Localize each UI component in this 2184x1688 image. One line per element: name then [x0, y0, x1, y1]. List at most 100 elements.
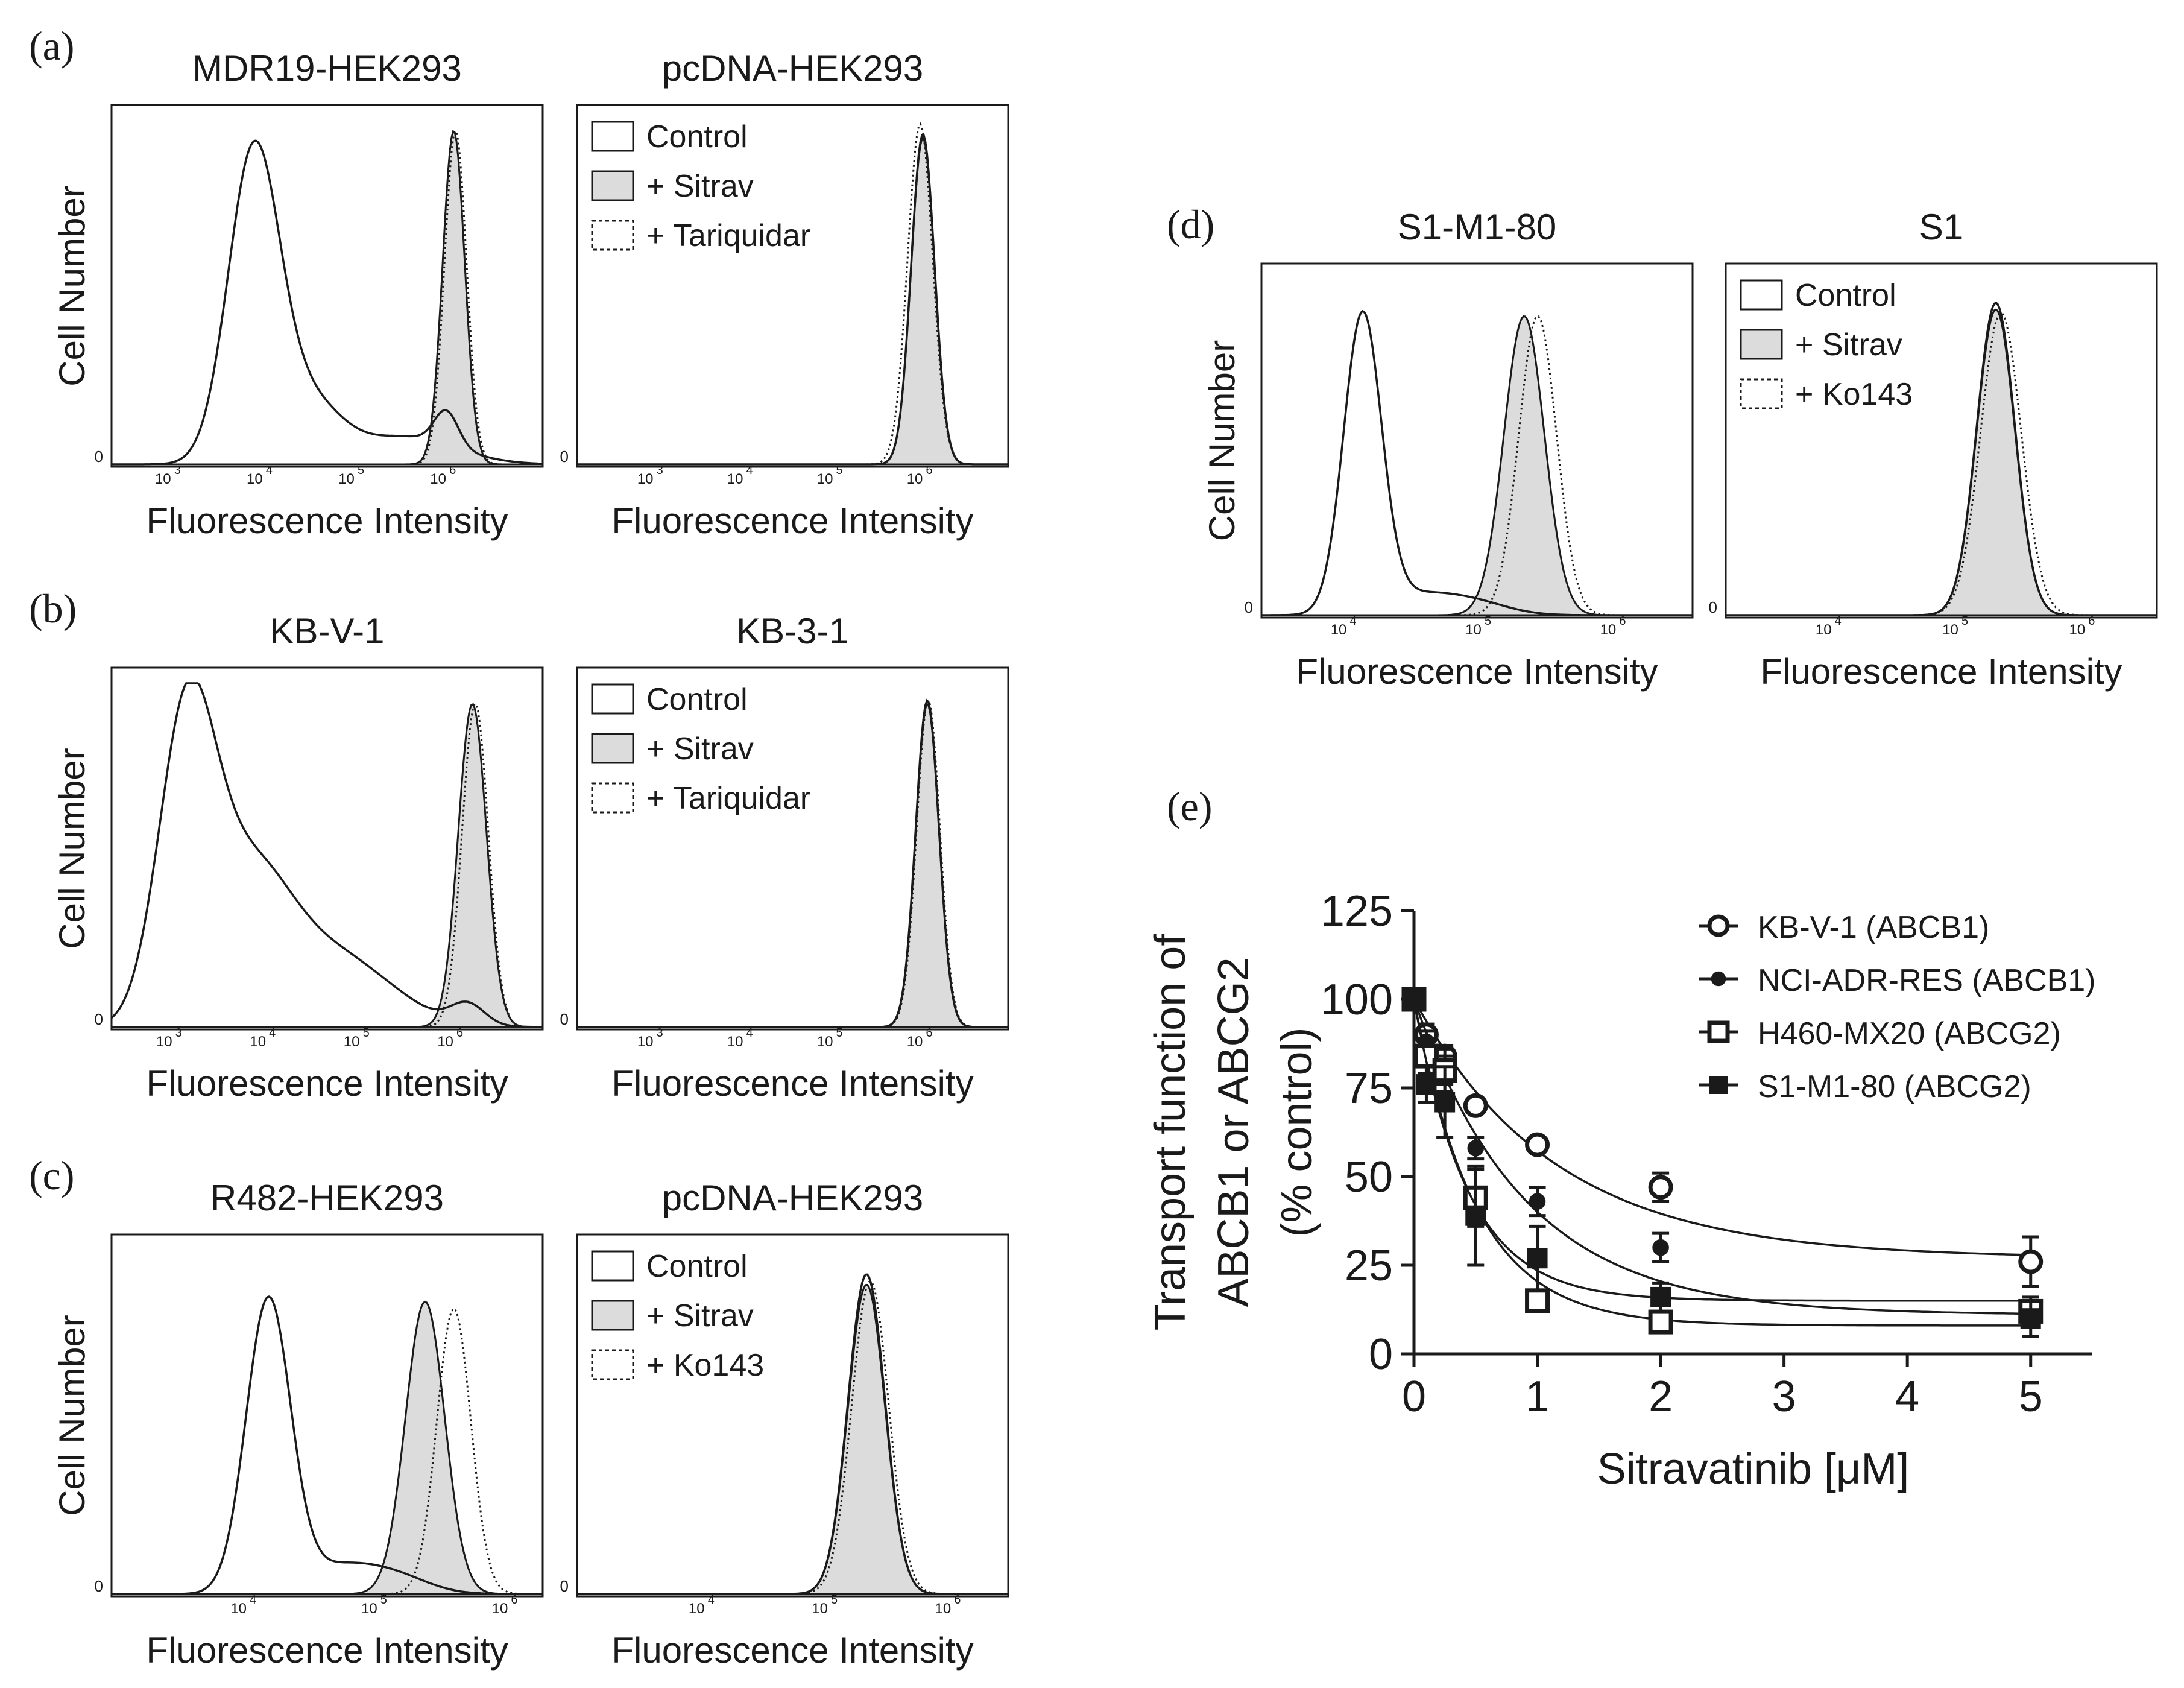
tick-exponent: 4 — [250, 1593, 256, 1607]
tick-exponent: 6 — [926, 1026, 932, 1040]
data-point — [1465, 1205, 1486, 1226]
fit-curve — [1413, 999, 2031, 1327]
tick-exponent: 4 — [746, 464, 753, 477]
series-s1-m1-80: S1-M1-80 (ABCG2) — [1404, 989, 2041, 1338]
panel-e-chart: (e) 0 25 50 75 100 125 0 1 2 3 4 5 Sitravatinib [μM] T… — [1146, 783, 2096, 1493]
panel-title: KB-V-1 — [270, 611, 384, 651]
plot-frame — [110, 666, 544, 1031]
panel-title: pcDNA-HEK293 — [662, 1178, 924, 1218]
fit-curve — [1413, 999, 2031, 1256]
legend-label: S1-M1-80 (ABCG2) — [1758, 1069, 2031, 1104]
tick-exponent: 5 — [836, 1026, 843, 1040]
tick-mantissa: 10 — [817, 471, 833, 487]
legend-label: + Sitrav — [1795, 327, 1902, 362]
x-tick-label: 4 — [1895, 1373, 1919, 1421]
histogram-curve-control — [577, 698, 1008, 1028]
legend-marker — [1707, 1020, 1730, 1043]
data-point — [1463, 1093, 1488, 1118]
x-tick-label: 2 — [1649, 1373, 1673, 1421]
tick-mantissa: 10 — [637, 471, 654, 487]
tick-mantissa: 10 — [812, 1601, 828, 1617]
histogram-curve-inhibitor — [112, 1307, 543, 1595]
legend-label: Control — [1795, 278, 1896, 313]
legend-swatch-control — [591, 121, 634, 152]
x-axis-label: Fluorescence Intensity — [611, 1630, 973, 1671]
histogram-d-left: S1-M1-80 0 Fluorescence Intensity Cell Numb… — [1202, 207, 1694, 692]
x-axis-label: Fluorescence Intensity — [611, 1063, 973, 1104]
legend-label: + Ko143 — [646, 1348, 764, 1383]
legend-label: + Tariquidar — [646, 218, 810, 253]
histogram-curve-control — [577, 134, 1008, 466]
y-axis-label: Cell Number — [52, 185, 92, 386]
tick-exponent: 3 — [174, 464, 181, 477]
tick-exponent: 6 — [926, 464, 932, 477]
y-tick-label: 75 — [1345, 1064, 1393, 1113]
histogram-curve-sitrav — [577, 1283, 1008, 1595]
y-zero-label: 0 — [95, 1010, 103, 1028]
tick-exponent: 3 — [657, 1026, 663, 1040]
legend-marker — [1709, 1076, 1728, 1094]
y-zero-label: 0 — [560, 1010, 569, 1028]
tick-exponent: 5 — [1485, 615, 1491, 628]
tick-mantissa: 10 — [156, 1034, 172, 1050]
panel-title: S1-M1-80 — [1398, 207, 1556, 247]
panel-title: S1 — [1919, 207, 1963, 247]
tick-exponent: 5 — [380, 1593, 387, 1607]
tick-exponent: 3 — [175, 1026, 182, 1040]
panel-letter: (e) — [1167, 783, 1212, 829]
tick-mantissa: 10 — [230, 1601, 247, 1617]
data-point — [2020, 1308, 2041, 1329]
y-tick-label: 0 — [1369, 1330, 1393, 1379]
y-tick-label: 100 — [1321, 976, 1393, 1024]
tick-exponent: 4 — [708, 1593, 715, 1607]
legend-swatch-control — [591, 1250, 634, 1282]
y-zero-label: 0 — [95, 1577, 103, 1595]
data-point — [1648, 1309, 1673, 1335]
tick-exponent: 3 — [657, 464, 663, 477]
histogram-curve-inhibitor — [1726, 311, 2157, 616]
tick-mantissa: 10 — [689, 1601, 705, 1617]
panel-letter: (d) — [1167, 201, 1214, 247]
x-tick-label: 3 — [1772, 1373, 1796, 1421]
legend-swatch-sitrav — [591, 170, 634, 201]
tick-exponent: 6 — [511, 1593, 517, 1607]
y-zero-label: 0 — [560, 447, 569, 466]
y-tick-label: 50 — [1345, 1153, 1393, 1201]
histogram-curve-sitrav — [112, 703, 543, 1028]
x-axis-label: Fluorescence Intensity — [146, 1630, 508, 1671]
panel-title: R482-HEK293 — [210, 1178, 444, 1218]
tick-exponent: 6 — [456, 1026, 463, 1040]
legend-swatch-sitrav — [1740, 329, 1783, 360]
x-axis-label: Fluorescence Intensity — [146, 501, 508, 541]
plot-frame — [1260, 262, 1694, 619]
y-tick-label: 125 — [1321, 887, 1393, 935]
x-axis-label: Sitravatinib [μM] — [1597, 1445, 1910, 1493]
series-h460-mx20: H460-MX20 (ABCG2) — [1401, 987, 2061, 1335]
tick-mantissa: 10 — [907, 471, 923, 487]
y-zero-label: 0 — [1709, 598, 1717, 616]
data-point — [1648, 1175, 1673, 1200]
tick-mantissa: 10 — [492, 1601, 508, 1617]
tick-mantissa: 10 — [637, 1034, 654, 1050]
tick-exponent: 4 — [1835, 615, 1842, 628]
tick-mantissa: 10 — [1331, 622, 1347, 638]
histogram-curve-control — [112, 1295, 543, 1595]
histogram-curve-control — [1261, 309, 1693, 616]
legend-swatch-inhibitor — [591, 1349, 634, 1380]
legend-swatch-inhibitor — [591, 782, 634, 814]
tick-mantissa: 10 — [155, 471, 171, 487]
tick-mantissa: 10 — [430, 471, 446, 487]
tick-mantissa: 10 — [935, 1601, 952, 1617]
legend-label: + Sitrav — [646, 732, 754, 767]
tick-mantissa: 10 — [338, 471, 355, 487]
x-tick-label: 5 — [2019, 1373, 2043, 1421]
x-axis-label: Fluorescence Intensity — [1760, 651, 2122, 692]
data-point — [1652, 1239, 1669, 1256]
data-point — [2018, 1249, 2044, 1274]
legend-marker — [1707, 914, 1730, 937]
x-axis-label: Fluorescence Intensity — [1296, 651, 1658, 692]
tick-exponent: 4 — [1350, 615, 1357, 628]
